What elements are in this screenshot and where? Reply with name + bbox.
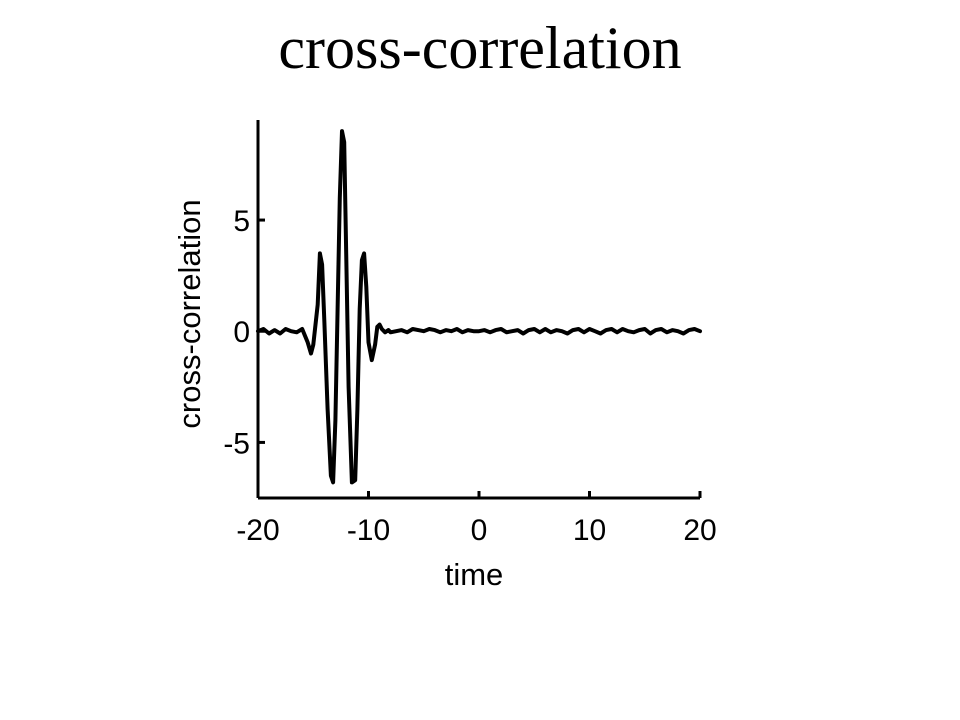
y-axis-label: cross-correlation	[172, 199, 207, 428]
chart-plot-area	[256, 129, 702, 485]
x-tick-label: -10	[347, 514, 390, 547]
chart-ticks: -20 -10 0 10 20 -5 0 5	[223, 205, 716, 547]
x-tick-label: 20	[683, 514, 716, 547]
cross-correlation-series-line	[256, 129, 702, 485]
y-tick-label: 5	[233, 205, 250, 238]
x-tick-label: 0	[471, 514, 488, 547]
x-tick-label: -20	[236, 514, 279, 547]
y-tick-label: 0	[233, 316, 250, 349]
x-axis-label: time	[445, 557, 504, 592]
x-tick-label: 10	[573, 514, 606, 547]
y-tick-label: -5	[223, 427, 250, 460]
slide-title: cross-correlation	[278, 15, 682, 81]
